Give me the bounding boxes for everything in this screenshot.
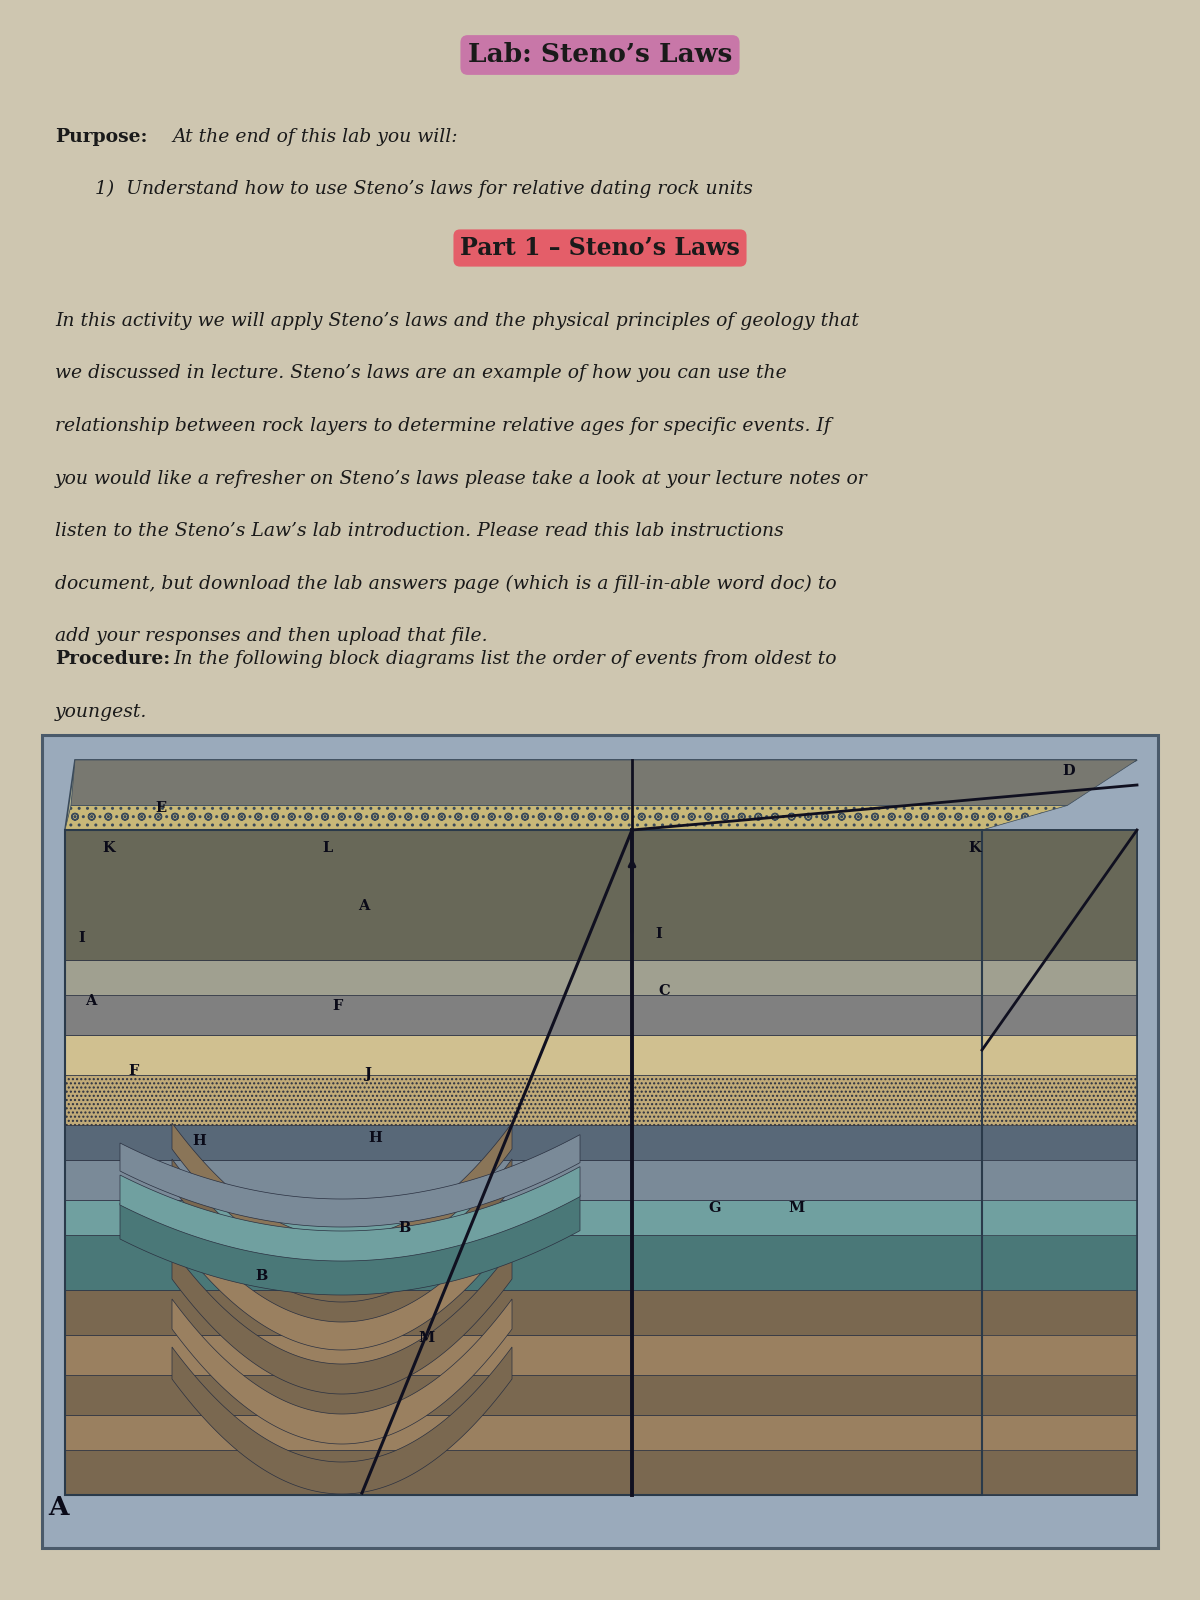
Polygon shape [982, 1334, 1138, 1374]
Text: we discussed in lecture. Steno’s laws are an example of how you can use the: we discussed in lecture. Steno’s laws ar… [55, 365, 787, 382]
Text: B: B [398, 1221, 410, 1235]
Polygon shape [982, 1235, 1138, 1290]
Polygon shape [65, 1290, 982, 1334]
Text: Procedure:: Procedure: [55, 650, 170, 669]
Text: F: F [332, 998, 342, 1013]
Polygon shape [982, 1374, 1138, 1414]
Polygon shape [65, 960, 982, 995]
Polygon shape [172, 1347, 512, 1494]
Polygon shape [65, 1125, 982, 1160]
Polygon shape [172, 1206, 512, 1350]
Text: In this activity we will apply Steno’s laws and the physical principles of geolo: In this activity we will apply Steno’s l… [55, 312, 859, 330]
Polygon shape [65, 995, 982, 1035]
Text: M: M [788, 1202, 804, 1214]
Text: you would like a refresher on Steno’s laws please take a look at your lecture no: you would like a refresher on Steno’s la… [55, 469, 868, 488]
Polygon shape [120, 1134, 580, 1227]
Text: add your responses and then upload that file.: add your responses and then upload that … [55, 627, 487, 645]
Polygon shape [65, 1200, 982, 1235]
Text: Purpose:: Purpose: [55, 128, 148, 146]
Text: A: A [85, 994, 96, 1008]
Polygon shape [65, 830, 982, 1494]
Polygon shape [982, 1075, 1138, 1125]
Text: 1)  Understand how to use Steno’s laws for relative dating rock units: 1) Understand how to use Steno’s laws fo… [95, 179, 752, 198]
Polygon shape [65, 1414, 982, 1450]
Text: In the following block diagrams list the order of events from oldest to: In the following block diagrams list the… [173, 650, 836, 669]
Polygon shape [982, 1035, 1138, 1075]
Polygon shape [982, 1200, 1138, 1235]
Text: document, but download the lab answers page (which is a fill-in-able word doc) t: document, but download the lab answers p… [55, 574, 836, 592]
Polygon shape [172, 1299, 512, 1443]
Text: B: B [254, 1269, 268, 1283]
Text: F: F [128, 1064, 138, 1078]
Text: A: A [48, 1494, 68, 1520]
Polygon shape [172, 1123, 512, 1264]
Text: H: H [368, 1131, 382, 1146]
Polygon shape [65, 1450, 982, 1494]
Polygon shape [982, 1290, 1138, 1334]
Text: Lab: Steno’s Laws: Lab: Steno’s Laws [468, 43, 732, 67]
Polygon shape [982, 1450, 1138, 1494]
Text: listen to the Steno’s Law’s lab introduction. Please read this lab instructions: listen to the Steno’s Law’s lab introduc… [55, 522, 784, 541]
Text: L: L [322, 842, 332, 854]
Text: A: A [358, 899, 370, 914]
Polygon shape [65, 760, 1138, 830]
Text: J: J [365, 1067, 372, 1082]
Polygon shape [65, 1035, 982, 1075]
Polygon shape [120, 1195, 580, 1294]
Polygon shape [982, 995, 1138, 1035]
Text: Part 1 – Steno’s Laws: Part 1 – Steno’s Laws [460, 235, 740, 259]
Text: relationship between rock layers to determine relative ages for specific events.: relationship between rock layers to dete… [55, 418, 830, 435]
Text: C: C [658, 984, 670, 998]
Text: M: M [418, 1331, 434, 1346]
Text: K: K [102, 842, 115, 854]
Polygon shape [172, 1250, 512, 1394]
FancyBboxPatch shape [42, 734, 1158, 1549]
Polygon shape [982, 1414, 1138, 1450]
Text: H: H [192, 1134, 205, 1149]
Text: E: E [155, 802, 166, 814]
Polygon shape [65, 830, 982, 960]
Text: G: G [708, 1202, 720, 1214]
Polygon shape [982, 1125, 1138, 1160]
Polygon shape [65, 1235, 982, 1290]
Polygon shape [65, 1160, 982, 1200]
Polygon shape [71, 760, 1138, 805]
Polygon shape [982, 1160, 1138, 1200]
Polygon shape [172, 1158, 512, 1302]
Text: youngest.: youngest. [55, 702, 148, 722]
Polygon shape [982, 830, 1138, 1494]
Polygon shape [65, 805, 1067, 830]
Text: D: D [1062, 765, 1075, 778]
Text: K: K [968, 842, 980, 854]
Polygon shape [120, 1166, 580, 1261]
Text: I: I [78, 931, 85, 946]
Text: I: I [655, 926, 661, 941]
Text: At the end of this lab you will:: At the end of this lab you will: [172, 128, 457, 146]
Polygon shape [982, 960, 1138, 995]
Polygon shape [65, 1334, 982, 1374]
Polygon shape [65, 1374, 982, 1414]
Polygon shape [65, 1075, 982, 1125]
Polygon shape [982, 830, 1138, 960]
